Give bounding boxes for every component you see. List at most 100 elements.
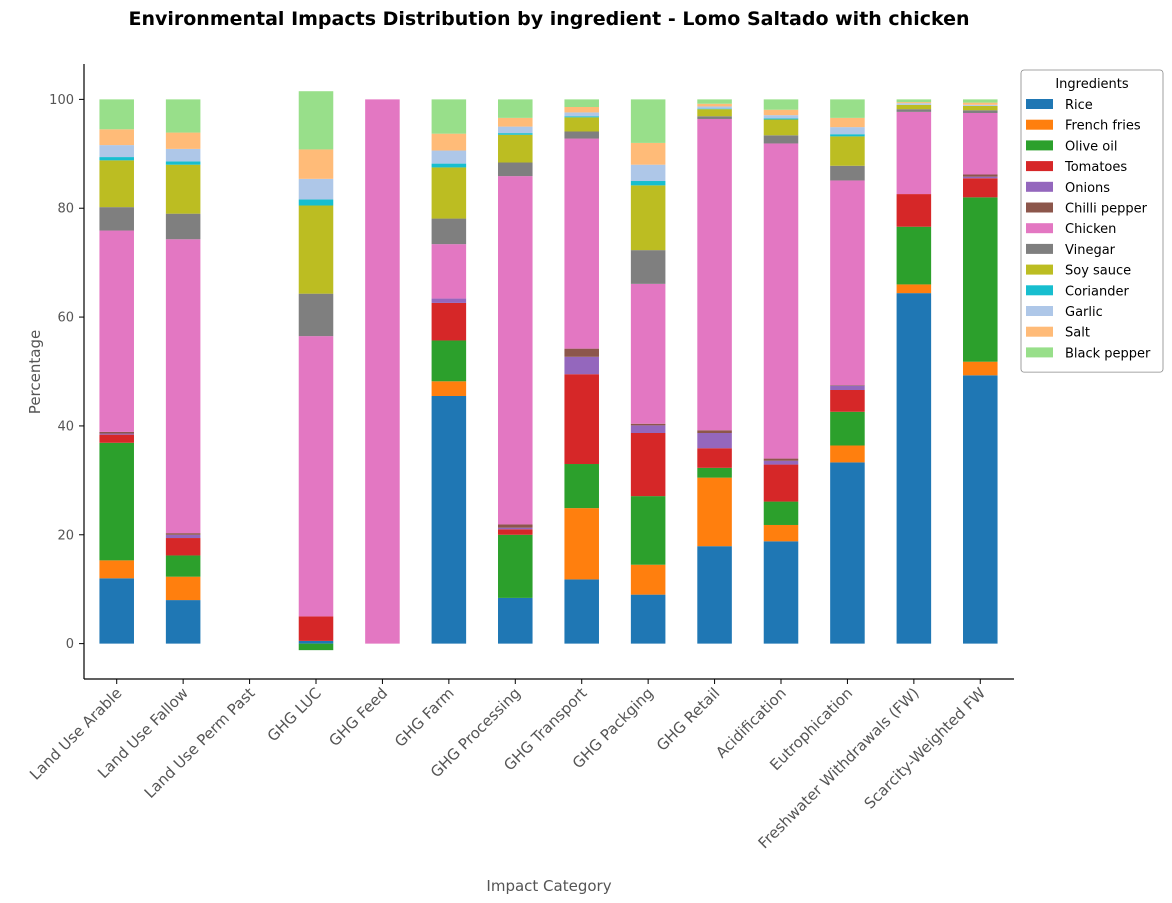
bar-segment [165,213,201,240]
bar-segment [298,336,334,617]
bar-segment [697,467,732,478]
bar-segment [896,111,932,195]
bar-segment [630,99,666,143]
bar-segment [763,118,799,120]
bar-segment [830,134,865,137]
bar-segment [763,109,799,116]
bar-segment [763,143,799,459]
bar-segment [896,293,932,644]
bar-segment [498,524,533,528]
bar-segment [896,99,932,103]
bar-segment [99,578,134,644]
bar-segment [298,640,334,644]
bar-segment [431,395,467,644]
bar-segment [564,374,599,465]
bar-segment [498,597,533,644]
bar-segment [564,508,599,580]
bar-segment [763,501,799,525]
bar-segment [99,207,134,231]
bar-segment [830,165,865,181]
bar-segment [564,579,599,644]
bar-segment [564,138,599,349]
legend-swatch [1026,264,1053,275]
bar-segment [498,126,533,134]
legend-swatch [1026,326,1053,337]
bar-segment [697,546,732,644]
bar-segment [697,433,732,449]
bar-segment [963,361,998,376]
bar-segment [763,115,799,119]
y-tick-label: 60 [57,311,74,326]
bar-segment [697,108,732,110]
bar-segment [564,117,599,132]
bar-segment [896,102,932,104]
y-axis-label: Percentage [26,330,44,414]
bar-segment [498,134,533,163]
bar-segment [763,460,799,465]
legend-entry: Onions [1065,181,1110,196]
bar-segment [630,181,666,186]
bar-segment [99,434,134,443]
bar-segment [431,163,467,168]
bar-segment [165,538,201,556]
bar-segment [165,148,201,162]
bar-segment [830,390,865,412]
legend-swatch [1026,119,1053,130]
bar-segment [165,600,201,644]
bar-segment [165,239,201,534]
x-tick-label: GHG Feed [325,684,391,750]
bar-segment [165,534,201,539]
legend-swatch [1026,285,1053,296]
x-tick-label: Land Use Perm Past [141,684,259,802]
legend: Ingredients Rice French fries Olive oil Toma… [1020,69,1164,373]
bar-segment [431,133,467,151]
legend-entry: Chilli pepper [1065,202,1148,217]
legend-entry: Black pepper [1065,346,1151,361]
bar-segment [498,534,533,598]
bar-segment [165,576,201,601]
bar-segment [763,458,799,461]
bar-segment [99,433,134,435]
bar-segment [630,594,666,644]
bar-segment [896,226,932,285]
bar-segment [99,442,134,561]
bar-segment [564,116,599,118]
bar-segment [963,178,998,198]
bar-segment [298,643,334,651]
bar-segment [830,99,865,118]
legend-swatch [1026,202,1053,213]
bar-segment [99,145,134,158]
y-tick-label: 100 [49,93,74,108]
bar-segment [298,178,334,200]
bar-segment [99,157,134,161]
bar-segment [298,91,334,150]
bar-segment [630,425,666,433]
y-tick-label: 20 [57,528,74,543]
bar-segment [630,423,666,426]
bar-segment [431,244,467,299]
bar-segment [630,564,666,595]
bar-segment [896,194,932,227]
bar-segment [830,411,865,446]
bar-segment [298,205,334,294]
bar-segment [99,560,134,579]
bar-segment [99,129,134,146]
legend-swatch [1026,347,1053,358]
x-tick-label: GHG LUC [264,684,325,745]
bar-segment [498,176,533,525]
legend-entry: French fries [1065,119,1141,134]
bar-segment [697,106,732,109]
legend-swatch [1026,181,1053,192]
legend-swatch [1026,243,1053,254]
bar-segment [431,298,467,303]
legend-entry: Soy sauce [1065,264,1131,279]
bar-segment [431,99,467,134]
bar-segment [963,174,998,177]
bar-segment [498,133,533,135]
legend-entry: Vinegar [1065,243,1116,258]
bars-group [99,91,998,651]
bar-segment [830,385,865,386]
bar-segment [830,445,865,463]
bar-segment [630,164,666,182]
bar-segment [298,293,334,337]
